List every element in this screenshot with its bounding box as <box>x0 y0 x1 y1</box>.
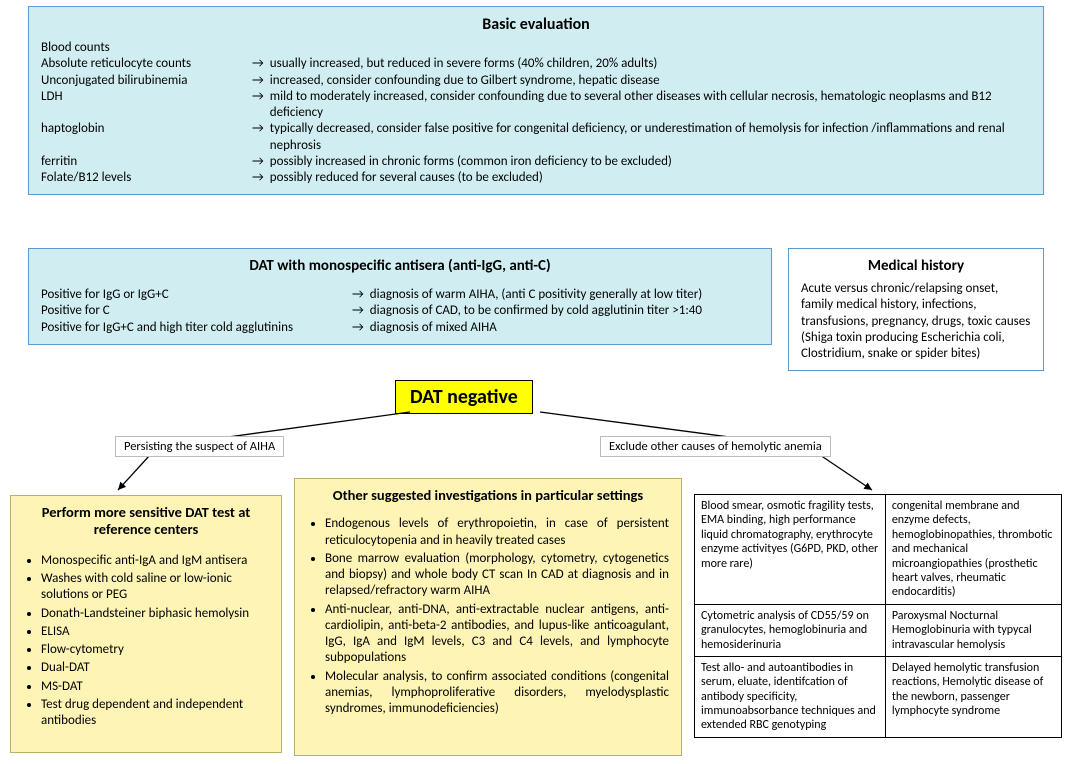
other-investigations-title: Other suggested investigations in partic… <box>307 487 669 504</box>
basic-eval-row: Folate/B12 levels→possibly reduced for s… <box>41 170 1031 186</box>
exclude-table-box: Blood smear, osmotic fragility tests, EM… <box>694 494 1062 738</box>
basic-evaluation-title: Basic evaluation <box>41 15 1031 34</box>
sensitive-dat-item: Washes with cold saline or low-ionic sol… <box>41 571 269 604</box>
branch-left-label: Persisting the suspect of AIHA <box>115 436 284 457</box>
sensitive-dat-item: Test drug dependent and independent anti… <box>41 697 269 730</box>
dat-mono-desc: diagnosis of warm AIHA, (anti C positivi… <box>370 287 759 303</box>
basic-eval-label: Unconjugated bilirubinemia <box>41 73 246 89</box>
arrow-icon: → <box>246 56 270 72</box>
sensitive-dat-item: Dual-DAT <box>41 660 269 676</box>
arrow-icon: → <box>246 154 270 170</box>
other-inv-item: Endogenous levels of erythropoietin, in … <box>325 516 669 549</box>
basic-eval-label: Blood counts <box>41 40 246 56</box>
basic-eval-label: haptoglobin <box>41 121 246 154</box>
arrow-icon: → <box>246 89 270 122</box>
dat-mono-label: Positive for IgG+C and high titer cold a… <box>41 320 346 336</box>
other-inv-item: Bone marrow evaluation (morphology, cyto… <box>325 551 669 600</box>
dat-monospecific-box: DAT with monospecific antisera (anti-IgG… <box>28 248 772 345</box>
other-inv-item: Anti-nuclear, anti-DNA, anti-extractable… <box>325 602 669 667</box>
basic-eval-label: Absolute reticulocyte counts <box>41 56 246 72</box>
exclude-row: Blood smear, osmotic fragility tests, EM… <box>695 495 1062 605</box>
branch-right-label: Exclude other causes of hemolytic anemia <box>600 436 831 457</box>
arrow-icon: → <box>346 303 370 319</box>
exclude-table: Blood smear, osmotic fragility tests, EM… <box>694 494 1062 738</box>
exclude-cell-left: Blood smear, osmotic fragility tests, EM… <box>695 495 886 605</box>
basic-eval-row: Unconjugated bilirubinemia→increased, co… <box>41 73 1031 89</box>
basic-eval-desc: mild to moderately increased, consider c… <box>270 89 1031 122</box>
exclude-cell-right: congenital membrane and enzyme defects, … <box>885 495 1061 605</box>
exclude-cell-right: Paroxysmal Nocturnal Hemoglobinuria with… <box>885 604 1061 656</box>
sensitive-dat-item: Donath-Landsteiner biphasic hemolysin <box>41 606 269 622</box>
arrow-icon: → <box>246 121 270 154</box>
dat-negative-label: DAT negative <box>395 380 533 414</box>
sensitive-dat-box: Perform more sensitive DAT test at refer… <box>10 495 282 753</box>
sensitive-dat-item: Monospecific anti-IgA and IgM antisera <box>41 553 269 569</box>
other-investigations-list: Endogenous levels of erythropoietin, in … <box>307 516 669 717</box>
dat-mono-label: Positive for C <box>41 303 346 319</box>
dat-monospecific-title: DAT with monospecific antisera (anti-IgG… <box>41 257 759 275</box>
basic-eval-row: LDH→mild to moderately increased, consid… <box>41 89 1031 122</box>
arrow-icon: → <box>346 287 370 303</box>
basic-eval-desc: possibly reduced for several causes (to … <box>270 170 1031 186</box>
exclude-cell-right: Delayed hemolytic transfusion reactions,… <box>885 656 1061 737</box>
basic-evaluation-rows: Blood countsAbsolute reticulocyte counts… <box>41 40 1031 186</box>
medical-history-title: Medical history <box>801 257 1031 275</box>
exclude-row: Test allo- and autoantibodies in serum, … <box>695 656 1062 737</box>
basic-eval-desc: increased, consider confounding due to G… <box>270 73 1031 89</box>
sensitive-dat-title: Perform more sensitive DAT test at refer… <box>23 504 269 539</box>
dat-mono-row: Positive for IgG or IgG+C→diagnosis of w… <box>41 287 759 303</box>
basic-eval-row: ferritin→possibly increased in chronic f… <box>41 154 1031 170</box>
sensitive-dat-item: ELISA <box>41 624 269 640</box>
basic-eval-desc: usually increased, but reduced in severe… <box>270 56 1031 72</box>
dat-mono-desc: diagnosis of mixed AIHA <box>370 320 759 336</box>
basic-evaluation-box: Basic evaluation Blood countsAbsolute re… <box>28 6 1044 195</box>
other-inv-item: Molecular analysis, to confirm associate… <box>325 669 669 718</box>
medical-history-box: Medical history Acute versus chronic/rel… <box>788 248 1044 371</box>
basic-eval-row: Absolute reticulocyte counts→usually inc… <box>41 56 1031 72</box>
basic-eval-label: ferritin <box>41 154 246 170</box>
exclude-row: Cytometric analysis of CD55/59 on granul… <box>695 604 1062 656</box>
basic-eval-label: Folate/B12 levels <box>41 170 246 186</box>
basic-eval-label: LDH <box>41 89 246 122</box>
dat-monospecific-rows: Positive for IgG or IgG+C→diagnosis of w… <box>41 287 759 336</box>
sensitive-dat-list: Monospecific anti-IgA and IgM antisera Wa… <box>23 553 269 730</box>
basic-eval-desc: possibly increased in chronic forms (com… <box>270 154 1031 170</box>
other-investigations-box: Other suggested investigations in partic… <box>294 478 682 756</box>
medical-history-text: Acute versus chronic/relapsing onset, fa… <box>801 281 1031 362</box>
arrow-icon: → <box>346 320 370 336</box>
exclude-cell-left: Cytometric analysis of CD55/59 on granul… <box>695 604 886 656</box>
dat-mono-row: Positive for C→diagnosis of CAD, to be c… <box>41 303 759 319</box>
arrow-icon: → <box>246 170 270 186</box>
sensitive-dat-item: Flow-cytometry <box>41 642 269 658</box>
basic-eval-row: haptoglobin→typically decreased, conside… <box>41 121 1031 154</box>
dat-mono-desc: diagnosis of CAD, to be confirmed by col… <box>370 303 759 319</box>
basic-eval-desc: typically decreased, consider false posi… <box>270 121 1031 154</box>
dat-mono-label: Positive for IgG or IgG+C <box>41 287 346 303</box>
dat-mono-row: Positive for IgG+C and high titer cold a… <box>41 320 759 336</box>
sensitive-dat-item: MS-DAT <box>41 679 269 695</box>
exclude-cell-left: Test allo- and autoantibodies in serum, … <box>695 656 886 737</box>
basic-eval-row: Blood counts <box>41 40 1031 56</box>
arrow-icon: → <box>246 73 270 89</box>
